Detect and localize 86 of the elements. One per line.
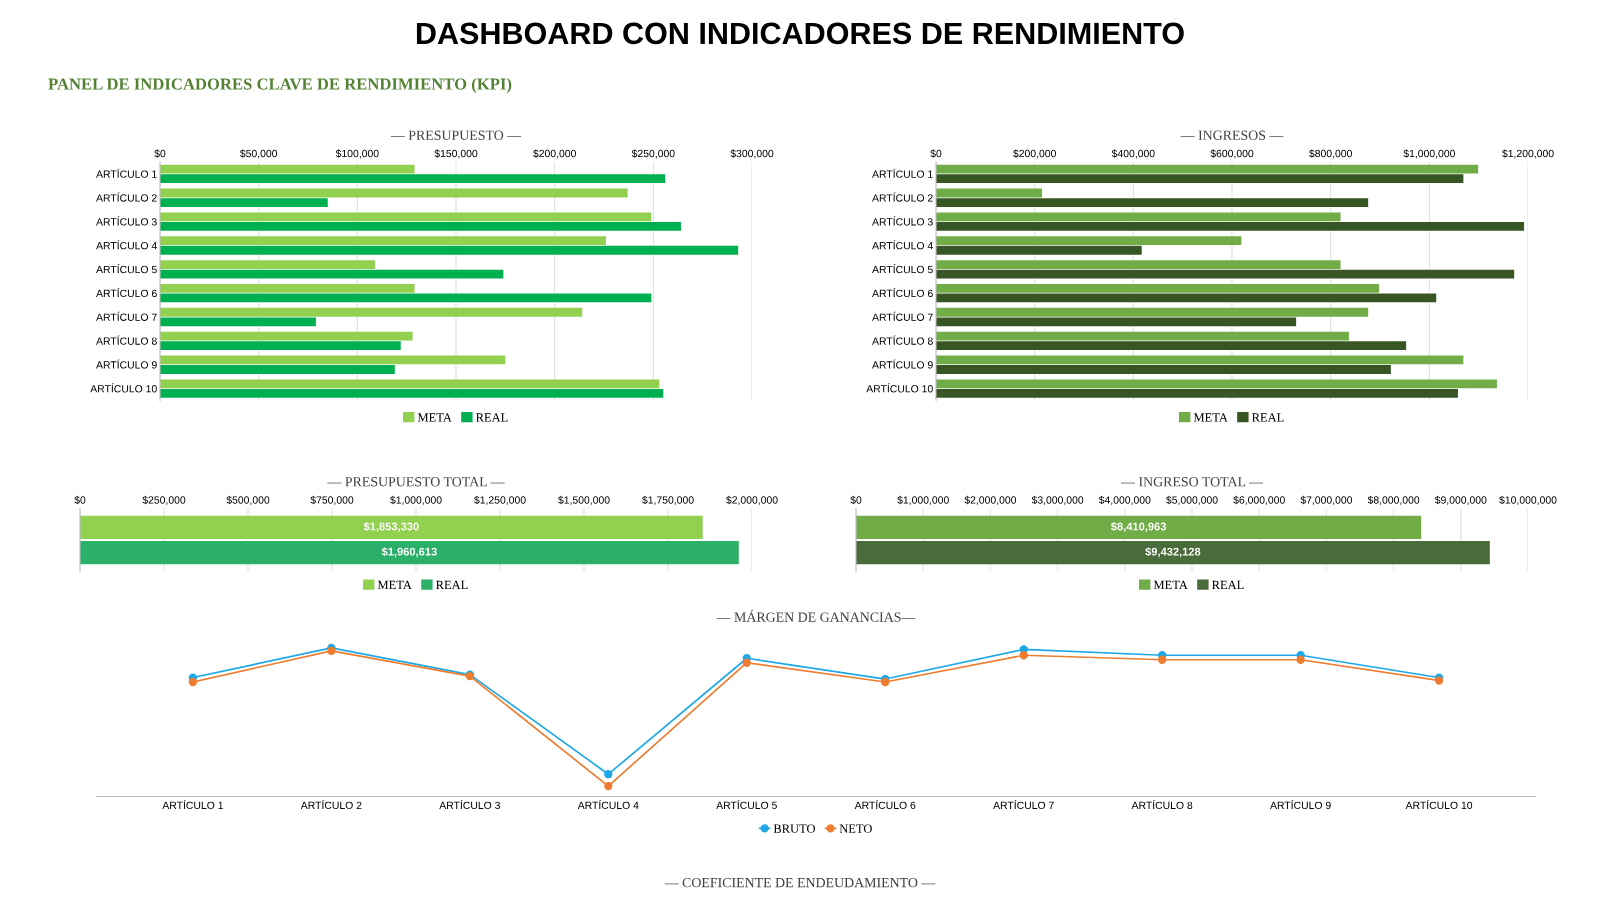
legend-label: META (417, 413, 452, 422)
x-tick-label: $200,000 (533, 149, 576, 159)
text: DASHBOARD CON INDICADORES DE RENDIMIENTO (416, 22, 1184, 45)
x-tick-label: $150,000 (434, 149, 478, 159)
x-tick-label: ARTÍCULO 8 (1131, 799, 1193, 810)
x-tick-label: $3,000,000 (1031, 495, 1084, 505)
x-tick-label: $300,000 (730, 149, 774, 159)
legend-label: NETO (839, 824, 872, 833)
x-tick-label: ARTÍCULO 2 (300, 799, 362, 810)
x-tick-label: $7,000,000 (1300, 495, 1353, 505)
x-tick-label: $1,500,000 (558, 495, 610, 505)
x-tick-label: ARTÍCULO 9 (1270, 799, 1331, 810)
x-tick-label: $250,000 (631, 149, 675, 159)
y-tick-label: ARTÍCULO 4 (96, 240, 157, 250)
legend-label: REAL (1212, 580, 1244, 590)
x-tick-label: $0 (850, 495, 862, 505)
x-tick-label: ARTÍCULO 3 (439, 799, 500, 810)
x-tick-label: $9,000,000 (1434, 495, 1487, 505)
y-tick-label: ARTÍCULO 5 (872, 264, 933, 274)
y-tick-label: ARTÍCULO 3 (96, 216, 157, 226)
x-tick-label: $1,000,000 (390, 495, 442, 505)
legend-label: REAL (476, 413, 508, 422)
x-tick-label: $1,750,000 (642, 495, 694, 505)
x-tick-label: $100,000 (335, 149, 379, 159)
y-tick-label: ARTÍCULO 7 (96, 311, 157, 321)
x-tick-label: ARTÍCULO 1 (162, 799, 223, 810)
x-tick-label: $6,000,000 (1233, 495, 1285, 505)
x-tick-label: $400,000 (1111, 149, 1155, 159)
legend-label: REAL (436, 580, 468, 590)
y-tick-label: ARTÍCULO 8 (96, 335, 157, 345)
chart-title: — INGRESO TOTAL — (1121, 477, 1263, 487)
chart-title: — INGRESOS — (1180, 130, 1284, 140)
x-tick-label: ARTÍCULO 5 (716, 799, 777, 810)
x-tick-label: $200,000 (1013, 149, 1056, 159)
legend-label: BRUTO (773, 824, 816, 833)
data-label: $1,960,613 (381, 547, 437, 558)
y-tick-label: ARTÍCULO 8 (872, 335, 933, 345)
y-tick-label: ARTÍCULO 2 (872, 192, 933, 202)
y-tick-label: ARTÍCULO 10 (90, 383, 157, 393)
y-tick-label: ARTÍCULO 3 (872, 216, 933, 226)
x-tick-label: $2,000,000 (964, 495, 1017, 505)
chart-title: — MÁRGEN DE GANANCIAS— (716, 609, 916, 622)
x-tick-label: $1,200,000 (1502, 149, 1554, 159)
x-tick-label: ARTÍCULO 7 (993, 799, 1054, 810)
x-tick-label: $0 (74, 495, 86, 505)
x-tick-label: $750,000 (310, 495, 354, 505)
x-tick-label: $50,000 (239, 149, 278, 159)
y-tick-label: ARTÍCULO 1 (96, 168, 157, 178)
x-tick-label: $600,000 (1210, 149, 1254, 159)
data-label: $9,432,128 (1145, 547, 1201, 558)
x-tick-label: $1,000,000 (1403, 149, 1455, 159)
x-tick-label: $2,000,000 (726, 495, 778, 505)
y-tick-label: ARTÍCULO 2 (96, 192, 157, 202)
y-tick-label: ARTÍCULO 5 (96, 264, 157, 274)
x-tick-label: ARTÍCULO 10 (1405, 799, 1473, 810)
x-tick-label: $4,000,000 (1098, 495, 1151, 505)
legend-label: META (377, 580, 412, 590)
text: PANEL DE INDICADORES CLAVE DE RENDIMIENTO (KPI) (48, 77, 512, 94)
data-label: $1,853,330 (363, 522, 419, 532)
x-tick-label: $1,000,000 (897, 495, 949, 505)
legend-label: REAL (1252, 413, 1284, 422)
legend-label: META (1153, 580, 1188, 590)
x-tick-label: $8,000,000 (1367, 495, 1420, 505)
y-tick-label: ARTÍCULO 1 (872, 168, 933, 178)
data-label: $8,410,963 (1110, 522, 1167, 532)
y-tick-label: ARTÍCULO 6 (96, 287, 157, 298)
x-tick-label: $250,000 (142, 495, 186, 505)
y-tick-label: ARTÍCULO 9 (96, 359, 157, 369)
chart-title: — PRESUPUESTO — (390, 130, 522, 140)
text: — COEFICIENTE DE ENDEUDAMIENTO — (664, 877, 936, 888)
x-tick-label: $0 (154, 149, 166, 158)
x-tick-label: $500,000 (226, 495, 270, 505)
chart-title: — PRESUPUESTO TOTAL — (327, 477, 505, 487)
x-tick-label: $800,000 (1309, 149, 1352, 159)
legend-label: META (1193, 413, 1228, 422)
y-tick-label: ARTÍCULO 4 (872, 240, 933, 250)
x-tick-label: $0 (930, 149, 942, 158)
x-tick-label: $1,250,000 (474, 495, 526, 505)
x-tick-label: $10,000,000 (1499, 495, 1557, 505)
x-tick-label: $5,000,000 (1166, 495, 1218, 505)
x-tick-label: ARTÍCULO 6 (854, 799, 916, 810)
y-tick-label: ARTÍCULO 7 (872, 311, 933, 321)
y-tick-label: ARTÍCULO 9 (872, 359, 933, 369)
y-tick-label: ARTÍCULO 10 (866, 383, 933, 393)
x-tick-label: ARTÍCULO 4 (577, 799, 639, 810)
y-tick-label: ARTÍCULO 6 (872, 287, 933, 298)
